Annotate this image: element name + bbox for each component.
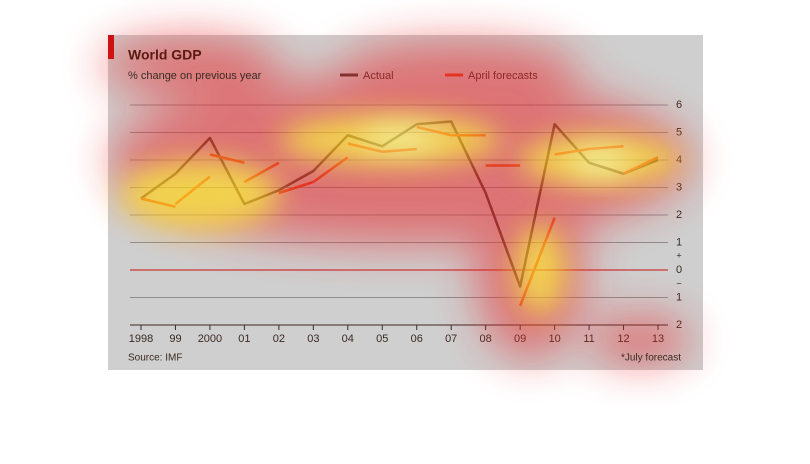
y-tick-label: 6 (676, 99, 682, 111)
x-tick-label: 99 (169, 333, 181, 345)
y-tick-label: 2 (676, 209, 682, 221)
x-tick-label: 11 (583, 333, 594, 345)
x-tick-label: 01 (238, 333, 250, 345)
title-tag (108, 35, 114, 59)
y-tick-label: 5 (676, 126, 682, 138)
x-tick-label: 2000 (198, 333, 222, 345)
x-tick-label: 07 (445, 333, 457, 345)
y-tick-label: 0 (676, 264, 682, 276)
x-tick-label: 08 (480, 333, 492, 345)
x-tick-label: 06 (411, 333, 423, 345)
sign-label: − (676, 278, 681, 288)
x-tick-label: 02 (273, 333, 285, 345)
x-tick-label: 05 (376, 333, 388, 345)
source: Source: IMF (128, 353, 182, 364)
heatmap (100, 35, 690, 365)
y-tick-label: 3 (676, 181, 682, 193)
chart-title: World GDP (128, 47, 202, 63)
x-tick-label: 1998 (129, 333, 153, 345)
y-tick-label: 1 (676, 291, 682, 303)
footnote: *July forecast (621, 353, 681, 364)
subtitle: % change on previous year (128, 70, 262, 82)
x-tick-label: 03 (307, 333, 319, 345)
sign-label: + (676, 250, 681, 260)
x-tick-label: 04 (342, 333, 354, 345)
y-tick-label: 1 (676, 236, 682, 248)
